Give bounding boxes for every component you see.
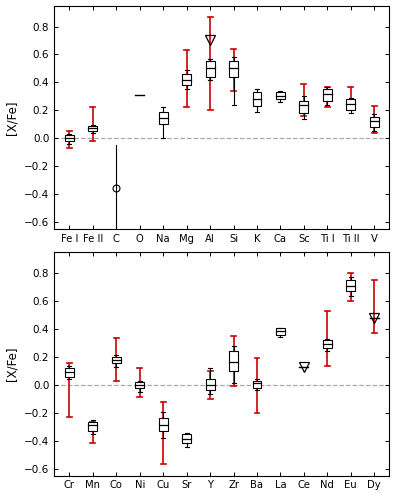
Bar [229,62,238,77]
Bar [182,74,191,85]
Bar [65,368,74,377]
Bar [159,112,168,124]
Bar [346,99,355,110]
Bar [323,89,332,101]
Bar [135,382,144,387]
Bar [182,434,191,443]
Bar [159,418,168,431]
Bar [276,328,285,335]
Bar [346,280,355,291]
Y-axis label: [X/Fe]: [X/Fe] [6,347,19,381]
Bar [276,92,285,99]
Bar [229,351,238,371]
Y-axis label: [X/Fe]: [X/Fe] [6,100,19,134]
Bar [252,92,261,106]
Bar [206,379,214,390]
Bar [252,380,261,387]
Bar [112,357,121,363]
Bar [299,101,308,113]
Bar [206,62,214,77]
Bar [88,422,97,431]
Bar [370,117,379,127]
Bar [88,126,97,130]
Bar [323,340,332,348]
Bar [65,135,74,141]
